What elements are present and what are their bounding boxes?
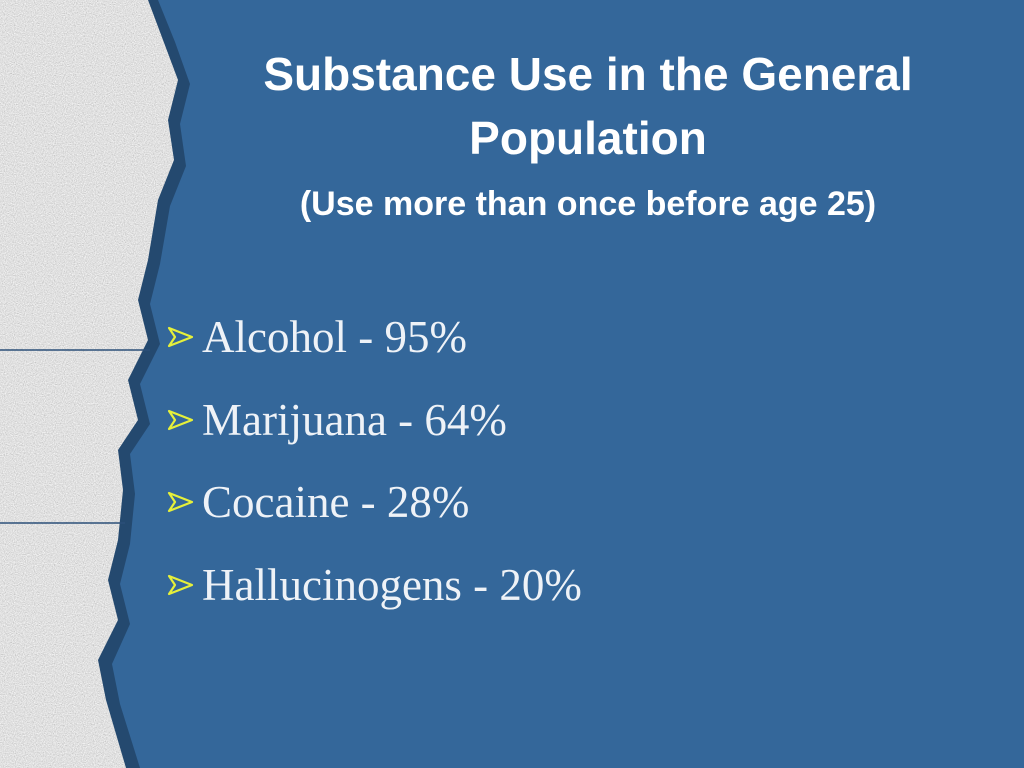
bullet-text: Cocaine - 28% xyxy=(202,477,470,528)
bullet-item: Marijuana - 64% xyxy=(166,379,582,462)
granite-strip xyxy=(0,0,190,768)
bullet-arrow xyxy=(167,492,194,513)
bullet-text: Alcohol - 95% xyxy=(202,312,467,363)
bullet-item: Alcohol - 95% xyxy=(166,296,582,379)
bullet-item: Hallucinogens - 20% xyxy=(166,544,582,627)
bullet-text: Marijuana - 64% xyxy=(202,394,507,445)
bullet-item: Cocaine - 28% xyxy=(166,461,582,544)
bullet-list: Alcohol - 95% Marijuana - 64% Cocaine - 28… xyxy=(166,296,582,626)
bullet-arrow xyxy=(167,409,194,430)
bullet-arrow xyxy=(167,327,194,348)
bullet-arrow xyxy=(167,574,194,595)
slide-subtitle: (Use more than once before age 25) xyxy=(299,185,877,223)
slide-title: Substance Use in the General Population xyxy=(263,48,913,164)
bullet-text: Hallucinogens - 20% xyxy=(202,559,582,610)
